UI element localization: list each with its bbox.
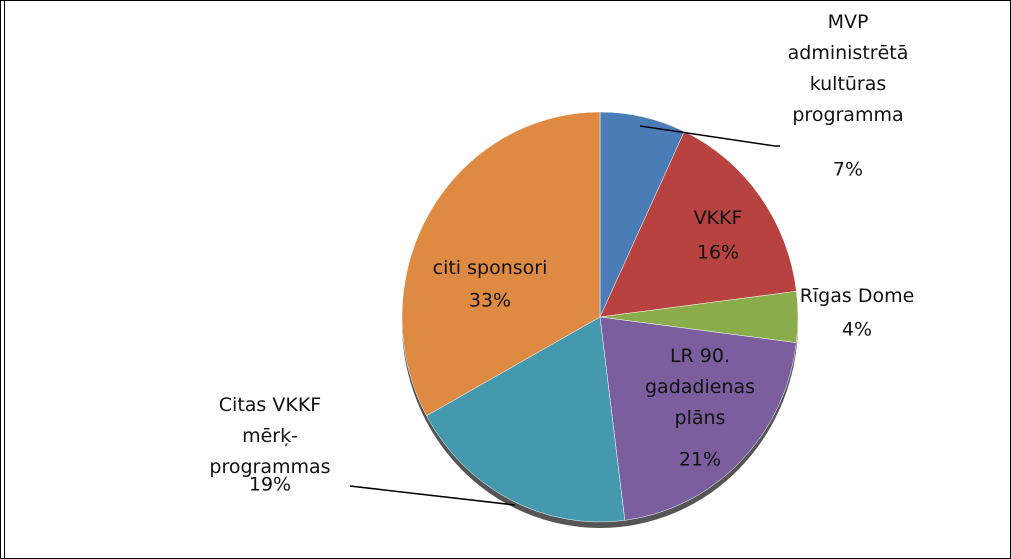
slice-value: 33%	[469, 290, 511, 312]
slice-value: 4%	[842, 319, 872, 341]
leader-line	[639, 125, 780, 147]
leader-line	[349, 485, 516, 506]
pie-slice	[426, 316, 626, 523]
pie-slice	[401, 111, 601, 417]
slice-value: 16%	[697, 242, 739, 264]
slice-value: 21%	[679, 449, 721, 471]
pie-slice	[599, 131, 797, 318]
slice-label: VKKF	[694, 207, 743, 229]
slice-label: Rīgas Dome	[800, 285, 915, 307]
slice-label: Citas VKKF mērķ-programmas	[209, 394, 330, 478]
slice-value: 19%	[249, 474, 291, 496]
slice-label: LR 90. gadadienas plāns	[645, 345, 755, 429]
slice-label: MVP administrētā kultūras programma	[788, 11, 909, 126]
slice-label: citi sponsori	[433, 257, 548, 279]
slice-value: 7%	[833, 159, 863, 181]
pie-slice	[599, 316, 797, 521]
